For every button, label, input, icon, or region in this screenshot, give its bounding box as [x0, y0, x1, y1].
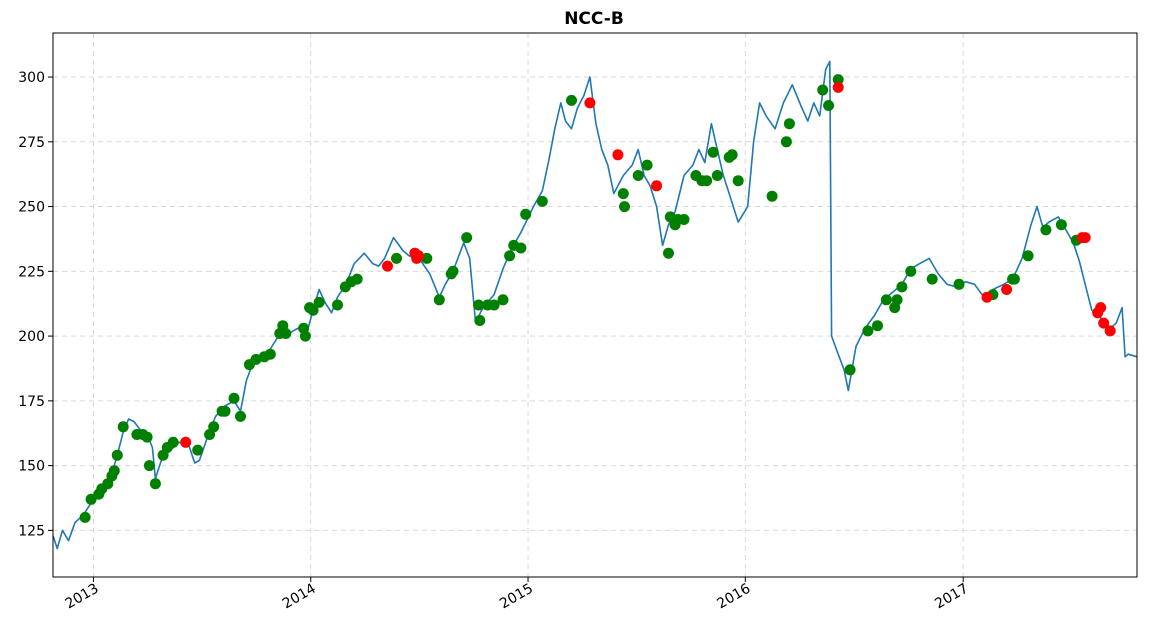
buy-marker: [504, 250, 516, 262]
buy-marker: [780, 136, 792, 148]
buy-marker: [167, 436, 179, 448]
buy-marker: [497, 294, 509, 306]
sell-marker: [382, 260, 393, 272]
sell-marker: [1001, 284, 1013, 295]
buy-marker: [192, 444, 204, 456]
chart-title: NCC-B: [564, 9, 624, 29]
sell-marker: [180, 436, 192, 448]
buy-marker: [143, 460, 155, 472]
sell-marker: [1098, 317, 1110, 329]
buy-marker: [872, 320, 883, 332]
buy-markers: [79, 74, 1082, 523]
buy-marker: [219, 405, 231, 417]
buy-marker: [832, 74, 844, 86]
plot-frame: [52, 32, 1138, 578]
buy-marker: [783, 118, 795, 130]
y-tick-label: 175: [18, 394, 45, 410]
buy-marker: [619, 201, 630, 213]
buy-marker: [891, 294, 903, 306]
buy-marker: [880, 294, 892, 306]
buy-marker: [844, 364, 856, 376]
buy-marker: [862, 325, 874, 337]
buy-marker: [421, 252, 433, 264]
sell-marker: [413, 250, 424, 262]
buy-marker: [474, 315, 486, 326]
buy-marker: [313, 296, 325, 308]
buy-marker: [488, 299, 500, 311]
y-tick-label: 225: [18, 264, 45, 280]
sell-marker: [981, 291, 993, 303]
buy-marker: [1022, 250, 1034, 262]
buy-marker: [953, 278, 965, 290]
y-tick-label: 150: [18, 459, 45, 475]
buy-marker: [701, 175, 713, 187]
buy-marker: [726, 149, 738, 161]
sell-marker: [1095, 302, 1107, 314]
buy-marker: [823, 100, 835, 111]
buy-marker: [250, 353, 262, 365]
buy-marker: [641, 159, 653, 171]
buy-marker: [141, 431, 153, 443]
buy-marker: [235, 410, 246, 422]
buy-marker: [208, 421, 220, 433]
y-tick-label: 200: [18, 329, 45, 345]
buy-marker: [473, 299, 485, 311]
buy-marker: [447, 265, 459, 277]
buy-marker: [617, 188, 629, 200]
buy-marker: [707, 146, 719, 158]
buy-marker: [678, 214, 690, 225]
buy-marker: [299, 330, 311, 342]
buy-marker: [515, 242, 527, 254]
buy-marker: [461, 232, 473, 244]
buy-marker: [433, 294, 445, 306]
buy-marker: [732, 175, 744, 187]
buy-marker: [280, 328, 292, 339]
buy-marker: [632, 170, 644, 181]
buy-marker: [307, 304, 319, 316]
buy-marker: [926, 273, 938, 285]
buy-marker: [536, 195, 548, 207]
buy-marker: [566, 94, 577, 106]
sell-marker: [832, 81, 844, 93]
y-tick-label: 300: [18, 70, 45, 86]
buy-marker: [391, 252, 402, 264]
buy-marker: [766, 190, 778, 202]
buy-marker: [108, 465, 120, 477]
buy-marker: [1055, 219, 1067, 231]
sell-marker: [584, 97, 596, 109]
sell-marker: [1104, 325, 1116, 337]
buy-marker: [663, 247, 674, 259]
buy-marker: [905, 265, 917, 277]
buy-marker: [79, 511, 91, 523]
y-tick-label: 275: [18, 135, 45, 151]
sell-marker: [1079, 232, 1091, 244]
buy-marker: [817, 84, 829, 96]
buy-marker: [117, 421, 129, 433]
buy-marker: [332, 299, 343, 311]
buy-marker: [711, 170, 723, 181]
buy-marker: [111, 449, 123, 461]
buy-marker: [264, 348, 276, 360]
buy-marker: [1040, 224, 1052, 236]
sell-markers: [180, 81, 1116, 448]
buy-marker: [520, 208, 532, 220]
buy-marker: [1008, 273, 1020, 285]
buy-marker: [228, 392, 240, 404]
buy-marker: [149, 478, 161, 490]
y-tick-label: 125: [18, 523, 45, 539]
sell-marker: [612, 149, 624, 161]
buy-marker: [896, 281, 908, 293]
buy-marker: [85, 493, 97, 505]
sell-marker: [651, 180, 663, 192]
buy-marker: [351, 273, 363, 285]
y-tick-label: 250: [18, 200, 45, 216]
